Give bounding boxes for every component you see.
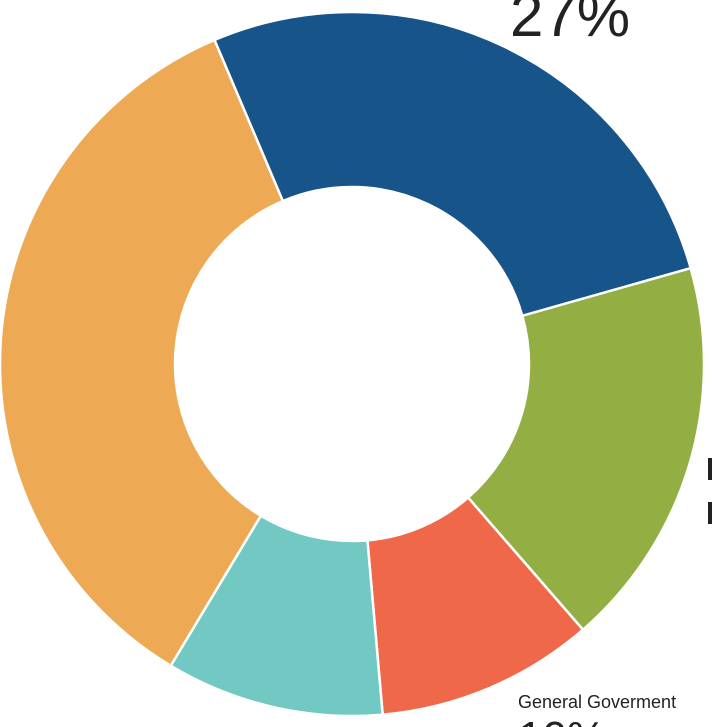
donut-slice-2: [466, 266, 706, 632]
slice-value-label-3: 10%: [518, 713, 606, 727]
clipped-label-fragment: [708, 502, 712, 524]
donut-slice-1: [212, 10, 693, 318]
slice-category-label-3: General Goverment: [518, 692, 676, 712]
slice-value-label-1: 27%: [510, 0, 630, 49]
clipped-label-fragment: [708, 458, 712, 480]
donut-slice-5: [0, 38, 285, 668]
